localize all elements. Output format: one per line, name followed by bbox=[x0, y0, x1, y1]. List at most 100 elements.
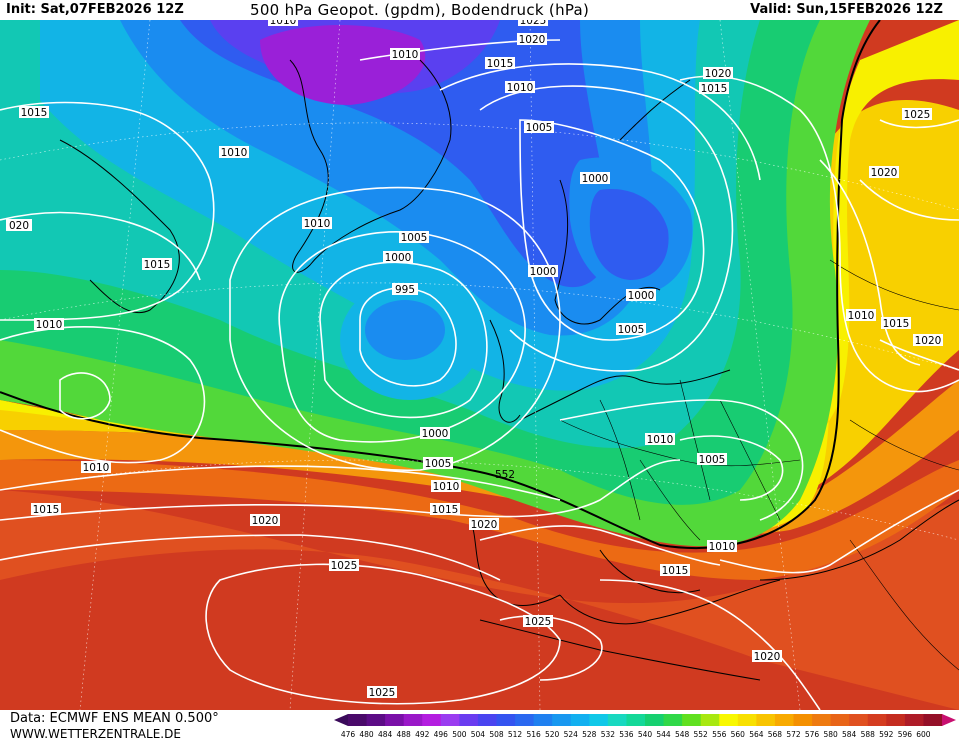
legend-arrow-left bbox=[334, 714, 348, 726]
contour-552 bbox=[0, 20, 881, 549]
legend-tick-label: 568 bbox=[768, 730, 783, 739]
legend-tick-label: 580 bbox=[823, 730, 838, 739]
field-492 bbox=[260, 25, 426, 105]
svg-text:1020: 1020 bbox=[705, 68, 732, 80]
svg-text:1005: 1005 bbox=[425, 458, 452, 470]
legend-tick-label: 488 bbox=[397, 730, 412, 739]
isobar-label: 1000 bbox=[580, 172, 610, 185]
header-bar: Init: Sat,07FEB2026 12Z 500 hPa Geopot. … bbox=[0, 0, 959, 20]
isobar-label: 1025 bbox=[329, 559, 359, 572]
isobar-label: 1025 bbox=[523, 615, 553, 628]
svg-text:1015: 1015 bbox=[144, 259, 171, 271]
svg-text:1015: 1015 bbox=[701, 83, 728, 95]
legend-tick-label: 576 bbox=[805, 730, 820, 739]
isobar-label: 1020 bbox=[703, 67, 733, 80]
isobar-label: 1020 bbox=[469, 518, 499, 531]
legend-swatch bbox=[774, 714, 794, 726]
legend-swatch bbox=[515, 714, 535, 726]
isobar-label: 1015 bbox=[699, 82, 729, 95]
legend-arrow-right bbox=[942, 714, 956, 726]
isobar-label: 1020 bbox=[517, 33, 547, 46]
isobar-label: 1010 bbox=[390, 48, 420, 61]
isobar-label: 995 bbox=[392, 283, 418, 296]
isobar-label: 1015 bbox=[19, 106, 49, 119]
isobar-label: 1000 bbox=[383, 251, 413, 264]
legend-tick-label: 524 bbox=[564, 730, 579, 739]
svg-text:552: 552 bbox=[495, 469, 515, 481]
legend-tick-label: 480 bbox=[359, 730, 374, 739]
isobar-label: 1005 bbox=[423, 457, 453, 470]
legend-tick-label: 484 bbox=[378, 730, 393, 739]
legend-tick-label: 540 bbox=[638, 730, 653, 739]
svg-text:1025: 1025 bbox=[525, 616, 552, 628]
legend-swatch bbox=[570, 714, 590, 726]
legend-tick-label: 516 bbox=[526, 730, 541, 739]
isobar-label: 1025 bbox=[367, 686, 397, 699]
legend-tick-label: 500 bbox=[452, 730, 467, 739]
svg-text:1020: 1020 bbox=[754, 651, 781, 663]
legend-swatch bbox=[793, 714, 813, 726]
legend-swatch bbox=[589, 714, 609, 726]
isobar-label: 1020 bbox=[250, 514, 280, 527]
svg-text:1000: 1000 bbox=[582, 173, 609, 185]
legend-swatch bbox=[830, 714, 850, 726]
svg-text:1010: 1010 bbox=[83, 462, 110, 474]
svg-text:1015: 1015 bbox=[432, 504, 459, 516]
isobar-label: 1025 bbox=[518, 20, 548, 27]
legend-swatch bbox=[719, 714, 739, 726]
isobar-label: 1015 bbox=[142, 258, 172, 271]
legend-tick-label: 532 bbox=[601, 730, 616, 739]
svg-text:1010: 1010 bbox=[392, 49, 419, 61]
svg-text:1010: 1010 bbox=[647, 434, 674, 446]
legend-tick-label: 600 bbox=[916, 730, 931, 739]
legend-swatch bbox=[663, 714, 683, 726]
legend-swatch bbox=[645, 714, 665, 726]
legend-tick-label: 520 bbox=[545, 730, 560, 739]
legend-tick-label: 536 bbox=[619, 730, 634, 739]
svg-text:1010: 1010 bbox=[304, 218, 331, 230]
legend-swatch bbox=[552, 714, 572, 726]
svg-text:995: 995 bbox=[395, 284, 415, 296]
isobar-label: 1000 bbox=[528, 265, 558, 278]
legend-tick-label: 588 bbox=[861, 730, 876, 739]
legend-swatch bbox=[385, 714, 405, 726]
legend-tick-label: 552 bbox=[694, 730, 709, 739]
isobar-label: 1015 bbox=[485, 57, 515, 70]
legend-tick-label: 496 bbox=[434, 730, 449, 739]
legend-swatch bbox=[366, 714, 386, 726]
isobar-label: 1005 bbox=[399, 231, 429, 244]
svg-text:1000: 1000 bbox=[530, 266, 557, 278]
legend-tick-label: 596 bbox=[898, 730, 913, 739]
legend-swatch bbox=[812, 714, 832, 726]
legend-tick-label: 492 bbox=[415, 730, 430, 739]
isobars bbox=[0, 39, 959, 710]
legend-tick-label: 508 bbox=[489, 730, 504, 739]
isobar-label: 020 bbox=[6, 219, 32, 232]
svg-text:1015: 1015 bbox=[662, 565, 689, 577]
legend-tick-label: 572 bbox=[786, 730, 801, 739]
svg-text:1000: 1000 bbox=[422, 428, 449, 440]
legend-swatch bbox=[348, 714, 368, 726]
svg-text:1005: 1005 bbox=[526, 122, 553, 134]
isobar-label: 1015 bbox=[660, 564, 690, 577]
legend-tick-label: 528 bbox=[582, 730, 597, 739]
legend-swatch bbox=[477, 714, 497, 726]
legend-swatch bbox=[496, 714, 516, 726]
svg-text:1010: 1010 bbox=[36, 319, 63, 331]
init-time: Init: Sat,07FEB2026 12Z bbox=[6, 2, 184, 17]
legend-tick-label: 564 bbox=[749, 730, 764, 739]
isobar-label: 1020 bbox=[913, 334, 943, 347]
contour-552-label: 552 bbox=[495, 469, 515, 481]
legend-tick-label: 556 bbox=[712, 730, 727, 739]
legend-swatch bbox=[886, 714, 906, 726]
isobar-label: 1010 bbox=[302, 217, 332, 230]
isobar-label: 1010 bbox=[431, 480, 461, 493]
svg-text:1005: 1005 bbox=[699, 454, 726, 466]
legend-swatch bbox=[422, 714, 442, 726]
field-556 bbox=[0, 20, 959, 534]
color-legend: 476 480 484 488 492 496 500 504 508 512 516 520 524 5… bbox=[334, 714, 956, 739]
svg-text:1005: 1005 bbox=[401, 232, 428, 244]
svg-text:1020: 1020 bbox=[252, 515, 279, 527]
isobar-label: 1015 bbox=[881, 317, 911, 330]
svg-text:1020: 1020 bbox=[471, 519, 498, 531]
